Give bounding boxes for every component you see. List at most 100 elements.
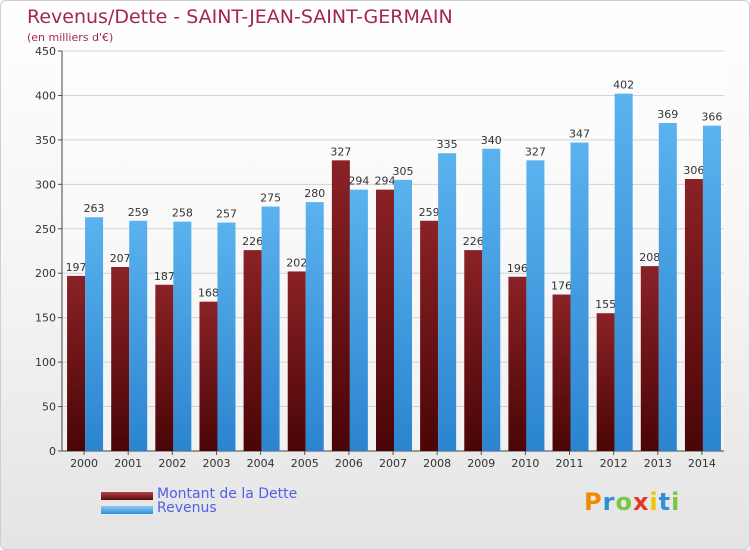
y-tick-label: 250 <box>35 223 56 236</box>
data-label-dette: 259 <box>419 206 440 219</box>
y-tick-label: 450 <box>35 45 56 58</box>
bar-revenus <box>614 93 633 452</box>
data-label-revenus: 263 <box>84 202 105 215</box>
chart-subtitle: (en milliers d'€) <box>27 31 114 44</box>
legend-label-dette: Montant de la Dette <box>157 486 298 502</box>
proxiti-logo: Proxiti <box>584 488 680 516</box>
x-tick-label: 2010 <box>511 457 539 470</box>
bar-revenus <box>570 142 589 452</box>
bar-dette <box>243 250 262 451</box>
x-tick-label: 2002 <box>158 457 186 470</box>
x-tick-label: 2013 <box>644 457 672 470</box>
data-label-revenus: 275 <box>260 192 281 205</box>
bar-dette <box>331 160 350 452</box>
data-label-revenus: 340 <box>481 134 502 147</box>
data-label-revenus: 305 <box>393 165 414 178</box>
data-label-revenus: 259 <box>128 206 149 219</box>
data-label-revenus: 258 <box>172 207 193 220</box>
y-tick-label: 350 <box>35 134 56 147</box>
legend-label-revenus: Revenus <box>157 500 217 516</box>
logo-letter: r <box>602 488 616 516</box>
data-label-dette: 207 <box>110 252 131 265</box>
bar-dette <box>67 275 86 451</box>
data-label-dette: 168 <box>198 287 219 300</box>
data-label-dette: 187 <box>154 270 175 283</box>
bar-revenus <box>658 123 677 451</box>
bar-revenus <box>305 202 324 451</box>
logo-letter: x <box>632 488 650 516</box>
bar-dette <box>552 294 571 451</box>
data-label-dette: 226 <box>242 235 263 248</box>
data-label-revenus: 257 <box>216 208 237 221</box>
bar-revenus <box>394 179 412 451</box>
bar-revenus <box>217 222 236 451</box>
data-label-revenus: 335 <box>437 138 458 151</box>
bar-revenus <box>702 125 721 452</box>
data-label-dette: 294 <box>375 175 396 188</box>
bar-revenus <box>438 153 457 451</box>
bar-revenus <box>129 220 148 451</box>
logo-letter: i <box>671 488 681 516</box>
data-label-dette: 196 <box>507 262 528 275</box>
bar-dette <box>640 266 659 451</box>
y-tick-label: 150 <box>35 312 56 325</box>
data-label-dette: 208 <box>639 251 660 264</box>
bar-dette <box>199 301 218 451</box>
x-tick-label: 2009 <box>467 457 495 470</box>
bar-revenus <box>85 217 104 451</box>
data-label-revenus: 347 <box>569 128 590 141</box>
y-tick-label: 300 <box>35 178 56 191</box>
data-label-revenus: 294 <box>348 175 369 188</box>
bar-dette <box>420 220 439 451</box>
bar-dette <box>684 179 703 451</box>
bar-revenus <box>173 221 192 451</box>
x-tick-label: 2003 <box>202 457 230 470</box>
data-label-dette: 155 <box>595 298 616 311</box>
x-tick-label: 2008 <box>423 457 451 470</box>
logo-letter: o <box>615 488 633 516</box>
y-tick-label: 200 <box>35 267 56 280</box>
x-tick-label: 2001 <box>114 457 142 470</box>
bar-dette <box>508 276 527 451</box>
data-label-dette: 197 <box>66 261 87 274</box>
x-tick-label: 2007 <box>379 457 407 470</box>
data-label-revenus: 327 <box>525 145 546 158</box>
x-tick-label: 2006 <box>335 457 363 470</box>
y-tick-label: 0 <box>49 445 56 458</box>
x-tick-label: 2014 <box>688 457 716 470</box>
data-label-revenus: 402 <box>613 79 634 92</box>
y-tick-label: 100 <box>35 356 56 369</box>
data-label-revenus: 366 <box>701 111 722 124</box>
bar-revenus <box>261 206 280 451</box>
bar-dette <box>376 189 394 451</box>
logo-letter: i <box>649 488 659 516</box>
data-label-dette: 202 <box>286 256 307 269</box>
bar-revenus <box>349 189 368 451</box>
bar-dette <box>287 271 306 451</box>
data-label-revenus: 369 <box>657 108 678 121</box>
bar-revenus <box>526 160 545 452</box>
chart-title: Revenus/Dette - SAINT-JEAN-SAINT-GERMAIN <box>27 6 453 28</box>
data-label-dette: 327 <box>330 145 351 158</box>
data-label-dette: 176 <box>551 280 572 293</box>
x-tick-label: 2012 <box>600 457 628 470</box>
y-tick-label: 400 <box>35 89 56 102</box>
x-tick-label: 2005 <box>291 457 319 470</box>
bar-dette <box>111 267 130 451</box>
bar-dette <box>596 313 615 451</box>
y-tick-label: 50 <box>42 401 56 414</box>
x-tick-label: 2000 <box>70 457 98 470</box>
legend-swatch-dette <box>101 492 153 500</box>
legend-swatch-revenus <box>101 506 153 514</box>
bar-dette <box>155 284 174 451</box>
logo-letter: t <box>658 488 672 516</box>
data-label-dette: 226 <box>463 235 484 248</box>
bar-revenus <box>482 148 501 451</box>
data-label-dette: 306 <box>683 164 704 177</box>
bar-dette <box>464 250 483 451</box>
data-label-revenus: 280 <box>304 187 325 200</box>
x-tick-label: 2004 <box>247 457 275 470</box>
logo-letter: P <box>584 488 603 516</box>
